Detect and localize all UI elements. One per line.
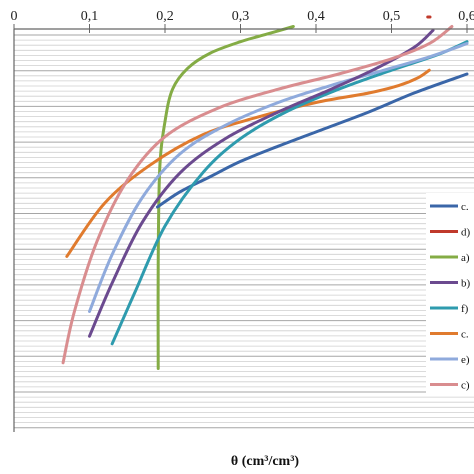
legend-label: b) xyxy=(461,278,471,290)
x-tick-label: 0,3 xyxy=(232,9,250,24)
legend-label: c. xyxy=(461,329,469,341)
x-axis-label: θ (cm³/cm³) xyxy=(231,454,300,469)
x-tick-label: 0,5 xyxy=(383,9,401,24)
series-line-7 xyxy=(61,25,454,365)
series-line-0 xyxy=(155,72,469,209)
legend: c. d) a) b) f) c. e) c) xyxy=(426,193,474,393)
series-lines xyxy=(61,15,469,370)
x-tick-label: 0 xyxy=(11,9,18,24)
series-line-2 xyxy=(156,25,295,370)
x-tick-label: 0,1 xyxy=(81,9,99,24)
legend-label: c. xyxy=(461,201,469,213)
legend-label: a) xyxy=(461,252,470,264)
x-tick-label: 0,4 xyxy=(307,9,325,24)
x-tick-label: 0,6 xyxy=(458,9,474,24)
legend-label: d) xyxy=(461,227,471,239)
legend-label: e) xyxy=(461,354,470,366)
x-axis-ticks: 0 0,1 0,2 0,3 0,4 0,5 0,6 xyxy=(11,9,474,33)
x-tick-label: 0,2 xyxy=(156,9,174,24)
series-line-6 xyxy=(88,42,469,313)
legend-label: c) xyxy=(461,380,470,392)
legend-label: f) xyxy=(461,303,469,315)
